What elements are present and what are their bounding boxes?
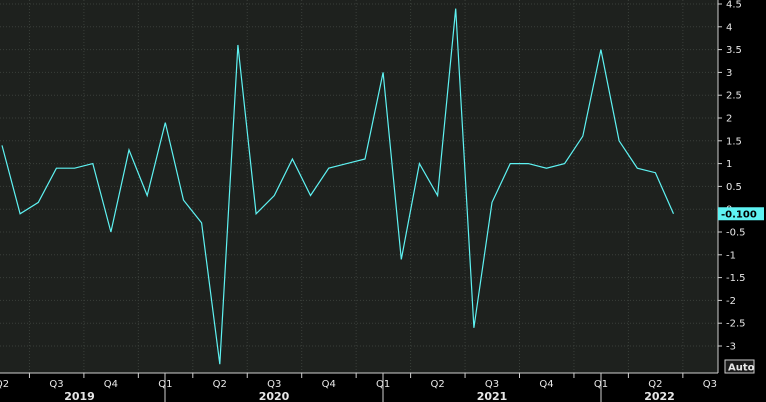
y-axis: 4.543.532.521.510.50-0.5-1-1.5-2-2.5-3 bbox=[717, 0, 746, 373]
y-tick-label: 1.5 bbox=[726, 136, 742, 147]
last-value-badge: -0.100 bbox=[718, 207, 764, 221]
x-tick-label: Q3 bbox=[703, 379, 717, 390]
x-axis: Q2Q3Q4Q1Q2Q3Q4Q1Q2Q3Q4Q1Q2Q3 bbox=[0, 372, 718, 390]
y-tick-label: 4.5 bbox=[726, 0, 742, 11]
x-tick-label: Q3 bbox=[267, 379, 281, 390]
x-tick-label: Q3 bbox=[485, 379, 499, 390]
x-tick-label: Q2 bbox=[430, 379, 444, 390]
year-axis: 2019 2020 2021 2022 bbox=[64, 373, 675, 402]
x-tick-label: Q2 bbox=[648, 379, 662, 390]
year-label: 2021 bbox=[477, 390, 508, 402]
y-tick-label: 1 bbox=[726, 159, 732, 170]
y-tick-label: 4 bbox=[726, 22, 732, 33]
y-tick-label: -3 bbox=[726, 342, 736, 353]
x-tick-label: Q2 bbox=[0, 379, 9, 390]
year-label: 2020 bbox=[259, 390, 290, 402]
x-tick-label: Q4 bbox=[322, 379, 336, 390]
x-tick-label: Q4 bbox=[104, 379, 118, 390]
y-tick-label: 3.5 bbox=[726, 45, 742, 56]
y-tick-label: 3 bbox=[726, 68, 732, 79]
y-tick-label: -2 bbox=[726, 296, 736, 307]
y-tick-label: 2 bbox=[726, 114, 732, 125]
y-tick-label: -2.5 bbox=[726, 319, 746, 330]
y-tick-label: -1.5 bbox=[726, 273, 746, 284]
last-value-badge-bg bbox=[718, 207, 764, 221]
grid-layer bbox=[0, 0, 718, 373]
y-tick-label: 0.5 bbox=[726, 182, 742, 193]
last-value-label: -0.100 bbox=[721, 209, 757, 220]
plot-area bbox=[0, 0, 718, 373]
year-label: 2022 bbox=[644, 390, 675, 402]
y-tick-label: -1 bbox=[726, 250, 736, 261]
auto-button-bg[interactable] bbox=[724, 359, 755, 374]
x-tick-label: Q4 bbox=[539, 379, 553, 390]
x-tick-label: Q2 bbox=[213, 379, 227, 390]
year-label: 2019 bbox=[64, 390, 95, 402]
x-tick-label: Q3 bbox=[49, 379, 63, 390]
y-tick-label: 2.5 bbox=[726, 91, 742, 102]
y-tick-label: -0.5 bbox=[726, 228, 746, 239]
auto-button-label[interactable]: Auto bbox=[728, 363, 755, 374]
auto-button[interactable]: Auto bbox=[724, 359, 755, 374]
series-line bbox=[1, 8, 675, 365]
